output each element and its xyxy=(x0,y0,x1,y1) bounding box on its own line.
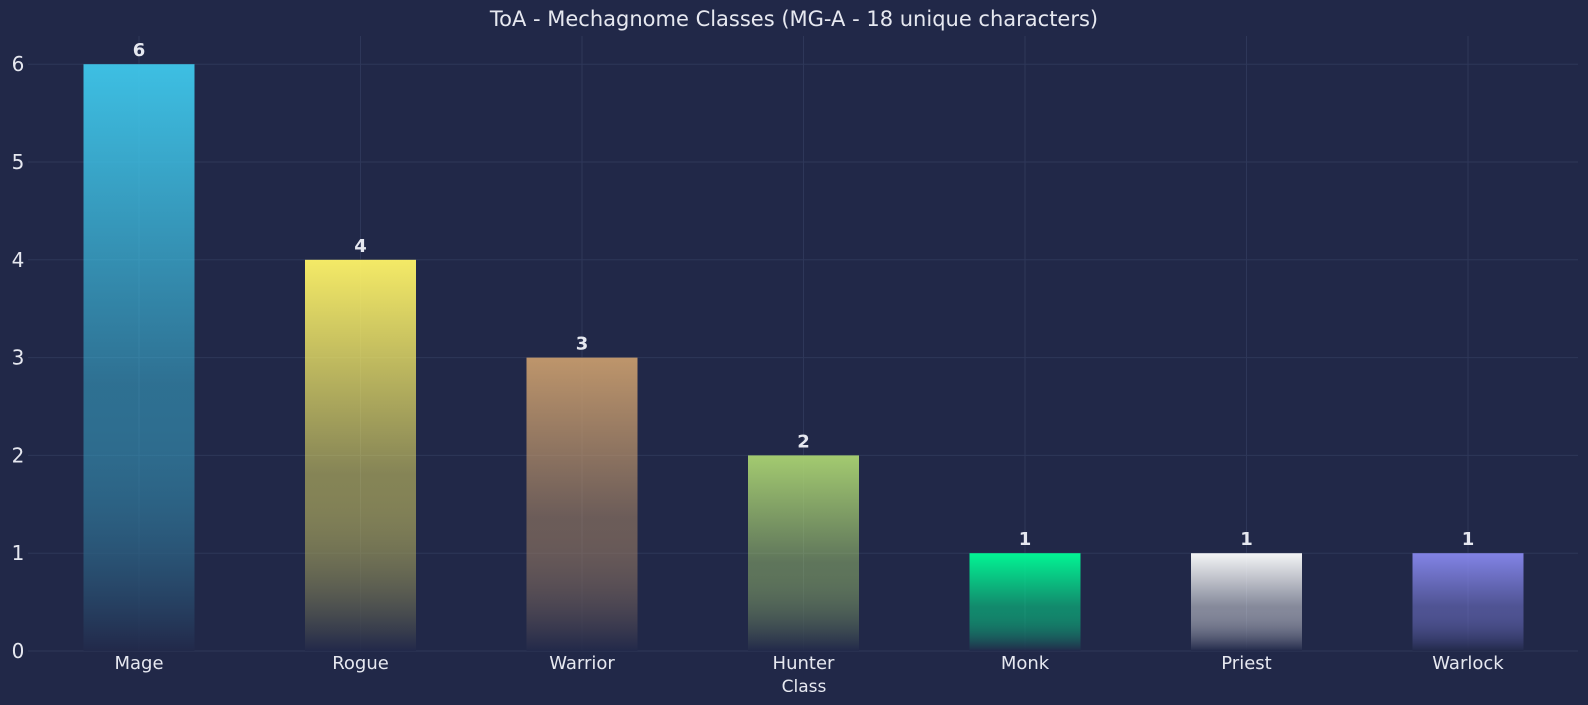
bar-value-label: 1 xyxy=(1462,529,1475,550)
bar-value-label: 4 xyxy=(354,236,367,257)
x-tick-label: Warlock xyxy=(1432,653,1504,674)
y-tick-label: 3 xyxy=(12,346,25,370)
y-tick-label: 4 xyxy=(12,248,25,272)
y-tick-label: 5 xyxy=(12,150,25,174)
bar-priest xyxy=(1191,553,1302,651)
bar-value-label: 6 xyxy=(133,40,146,61)
grid xyxy=(28,36,1578,652)
x-tick-label: Priest xyxy=(1221,653,1271,674)
bar-mage xyxy=(83,64,195,651)
x-tick-label: Hunter xyxy=(773,653,835,674)
x-tick-label: Warrior xyxy=(549,653,615,674)
labels: 0 1 2 3 4 5 6 6 Mage 4 Rogue 3 Warrior 2 Hunter 1 Monk 1 P… xyxy=(12,40,1505,674)
bar-monk xyxy=(969,553,1081,651)
bar-rogue xyxy=(305,259,416,651)
x-axis-title: Class xyxy=(782,677,827,697)
y-tick-label: 1 xyxy=(12,541,25,565)
x-tick-label: Mage xyxy=(114,653,163,674)
bar-value-label: 1 xyxy=(1019,529,1032,550)
x-tick-label: Rogue xyxy=(332,653,389,674)
bar-value-label: 3 xyxy=(576,334,589,355)
y-tick-label: 2 xyxy=(12,443,25,467)
bar-value-label: 2 xyxy=(797,431,810,452)
bar-warrior xyxy=(526,357,638,651)
y-tick-label: 0 xyxy=(12,639,25,663)
y-tick-label: 6 xyxy=(12,52,25,76)
bars xyxy=(83,64,1524,651)
x-tick-label: Monk xyxy=(1001,653,1050,674)
chart-title: ToA - Mechagnome Classes (MG-A - 18 uniq… xyxy=(489,7,1098,31)
bar-value-label: 1 xyxy=(1240,529,1253,550)
bar-hunter xyxy=(748,455,859,651)
bar-warlock xyxy=(1412,553,1524,651)
